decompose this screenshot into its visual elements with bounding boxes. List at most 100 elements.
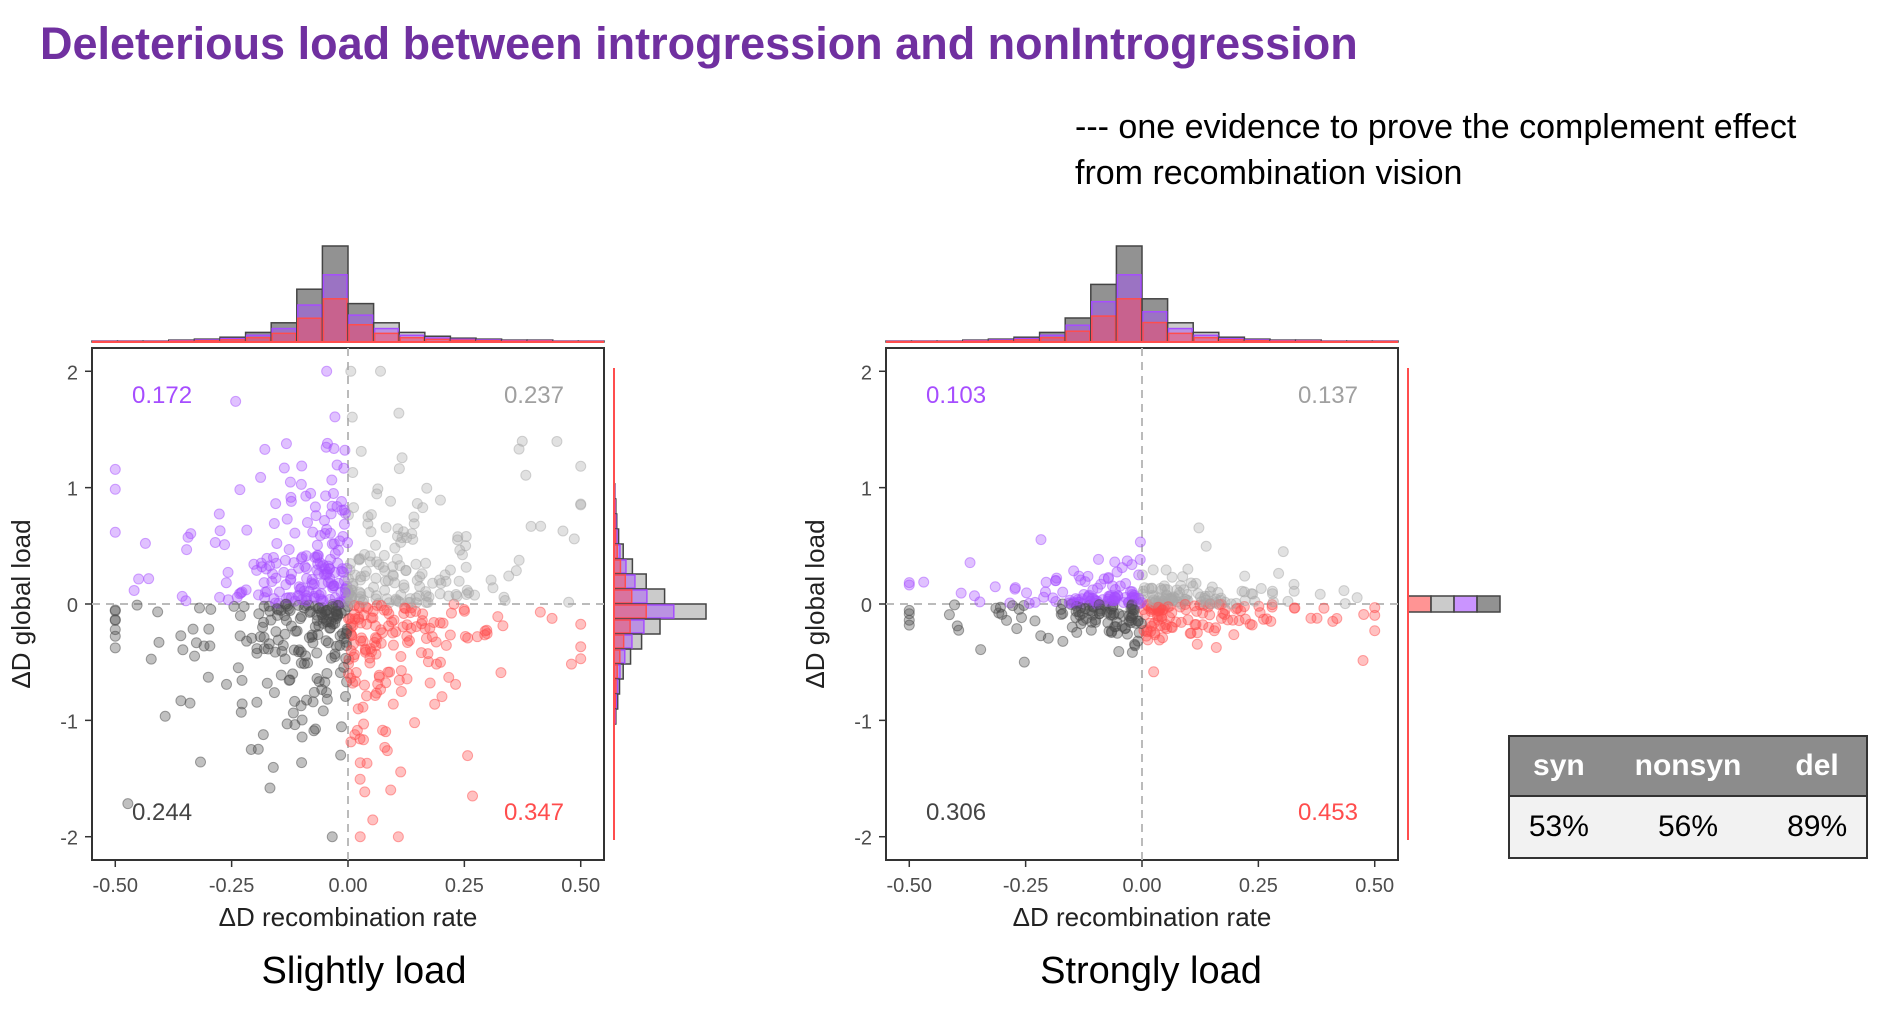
- data-point: [1041, 577, 1051, 587]
- data-point: [1036, 535, 1046, 545]
- data-point: [297, 732, 307, 742]
- quadrant-label-top-left: 0.172: [132, 382, 192, 409]
- data-point: [499, 592, 509, 602]
- data-point: [1019, 657, 1029, 667]
- data-point: [110, 643, 120, 653]
- data-point: [386, 496, 396, 506]
- data-point: [373, 484, 383, 494]
- stats-header-del: del: [1768, 736, 1867, 796]
- data-point: [411, 598, 421, 608]
- quadrant-label-top-left: 0.103: [926, 382, 986, 409]
- data-point: [402, 533, 412, 543]
- data-point: [1091, 615, 1101, 625]
- data-point: [1192, 639, 1202, 649]
- x-tick-label: 0.50: [1355, 875, 1394, 897]
- data-point: [327, 475, 337, 485]
- data-point: [1110, 557, 1120, 567]
- data-point: [366, 510, 376, 520]
- data-point: [1014, 604, 1024, 614]
- data-point: [1114, 647, 1124, 657]
- data-point: [1148, 565, 1158, 575]
- data-point: [1096, 579, 1106, 589]
- data-point: [1332, 613, 1342, 623]
- data-point: [346, 646, 356, 656]
- data-point: [281, 599, 291, 609]
- data-point: [401, 604, 411, 614]
- y-tick-label: -1: [854, 711, 872, 733]
- data-point: [312, 648, 322, 658]
- data-point: [358, 702, 368, 712]
- data-point: [269, 688, 279, 698]
- data-point: [552, 436, 562, 446]
- data-point: [278, 640, 288, 650]
- data-point: [154, 637, 164, 647]
- data-point: [451, 590, 461, 600]
- data-point: [322, 366, 332, 376]
- data-point: [346, 559, 356, 569]
- data-point: [536, 521, 546, 531]
- data-point: [144, 574, 154, 584]
- data-point: [1048, 593, 1058, 603]
- x-tick-label: 0.25: [1239, 875, 1278, 897]
- data-point: [420, 624, 430, 634]
- data-point: [1154, 602, 1164, 612]
- data-point: [280, 654, 290, 664]
- data-point: [421, 597, 431, 607]
- data-point: [199, 641, 209, 651]
- data-point: [305, 607, 315, 617]
- stats-table-value-row: 53% 56% 89%: [1509, 796, 1867, 858]
- data-point: [356, 446, 366, 456]
- data-point: [282, 719, 292, 729]
- data-point: [1094, 600, 1104, 610]
- data-point: [308, 697, 318, 707]
- y-tick-label: 0: [67, 595, 78, 617]
- data-point: [176, 631, 186, 641]
- top-hist-bar: [375, 333, 399, 342]
- data-point: [317, 579, 327, 589]
- data-point: [390, 543, 400, 553]
- data-point: [146, 654, 156, 664]
- data-point: [360, 680, 370, 690]
- data-point: [976, 645, 986, 655]
- data-point: [415, 572, 425, 582]
- data-point: [1358, 656, 1368, 666]
- data-point: [235, 485, 245, 495]
- data-point: [347, 412, 357, 422]
- data-point: [110, 484, 120, 494]
- data-point: [396, 767, 406, 777]
- data-point: [1370, 603, 1380, 613]
- x-tick-label: 0.25: [445, 875, 484, 897]
- data-point: [1043, 633, 1053, 643]
- data-point: [348, 468, 358, 478]
- data-point: [346, 366, 356, 376]
- data-point: [355, 554, 365, 564]
- quadrant-label-top-right: 0.237: [504, 382, 564, 409]
- data-point: [1147, 583, 1157, 593]
- data-point: [576, 461, 586, 471]
- data-point: [435, 657, 445, 667]
- data-point: [339, 662, 349, 672]
- data-point: [1074, 571, 1084, 581]
- data-point: [1130, 641, 1140, 651]
- right-hist-bar: [1477, 596, 1500, 612]
- data-point: [181, 596, 191, 606]
- data-point: [1250, 596, 1260, 606]
- data-point: [268, 569, 278, 579]
- data-point: [409, 519, 419, 529]
- data-point: [239, 602, 249, 612]
- data-point: [1124, 616, 1134, 626]
- x-tick-label: 0.00: [329, 875, 368, 897]
- data-point: [1240, 571, 1250, 581]
- data-point: [190, 651, 200, 661]
- y-tick-label: -2: [60, 828, 78, 850]
- data-point: [1058, 587, 1068, 597]
- data-point: [321, 442, 331, 452]
- data-point: [399, 580, 409, 590]
- data-point: [316, 608, 326, 618]
- data-point: [268, 762, 278, 772]
- data-point: [303, 658, 313, 668]
- data-point: [1229, 630, 1239, 640]
- data-point: [178, 645, 188, 655]
- data-point: [441, 640, 451, 650]
- data-point: [338, 531, 348, 541]
